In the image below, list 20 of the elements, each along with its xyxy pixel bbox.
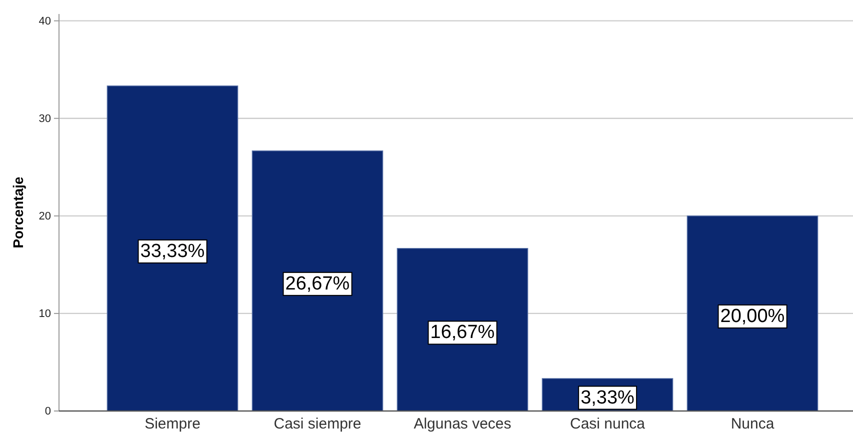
y-tick-label: 20 — [38, 210, 51, 222]
data-label: 26,67% — [285, 273, 350, 294]
x-tick-label: Casi siempre — [274, 415, 362, 432]
y-tick-label: 0 — [44, 406, 51, 418]
x-tick-label: Siempre — [144, 415, 200, 432]
y-tick-label: 10 — [38, 308, 51, 320]
y-tick-label: 30 — [38, 112, 51, 125]
data-label: 33,33% — [140, 240, 205, 262]
x-tick-label: Casi nunca — [570, 415, 646, 432]
data-label: 16,67% — [430, 322, 495, 344]
x-tick-label: Algunas veces — [414, 415, 512, 432]
data-label: 20,00% — [720, 306, 785, 327]
bar — [106, 85, 238, 412]
x-tick-label: Nunca — [730, 415, 775, 432]
y-axis-title: Porcentaje — [10, 176, 26, 248]
y-tick-label: 40 — [38, 15, 51, 28]
bar — [686, 216, 818, 412]
bar — [396, 248, 528, 412]
data-label: 3,33% — [580, 387, 635, 408]
bar — [252, 150, 384, 412]
